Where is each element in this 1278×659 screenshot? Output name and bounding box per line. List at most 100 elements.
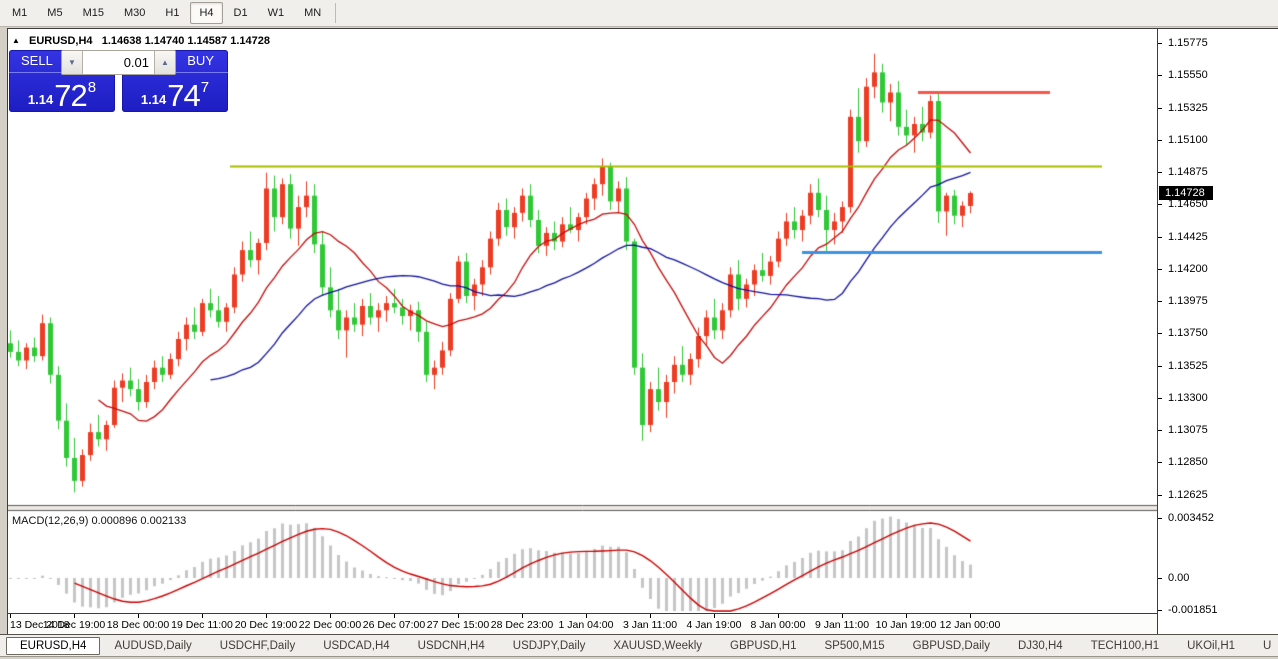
price-axis-tick <box>1158 397 1162 399</box>
plot-area: ▲ EURUSD,H4 1.14638 1.14740 1.14587 1.14… <box>8 29 1157 612</box>
price-axis-tick <box>1158 462 1162 464</box>
chart-tab-xauusd-weekly[interactable]: XAUUSD,Weekly <box>613 639 703 652</box>
timeframe-button-h1[interactable]: H1 <box>165 7 180 19</box>
price-chart-canvas[interactable] <box>8 29 1157 612</box>
chart-collapse-arrow-icon[interactable]: ▲ <box>12 36 20 45</box>
chart-window: ▲ EURUSD,H4 1.14638 1.14740 1.14587 1.14… <box>7 28 1278 634</box>
chart-tab-usdjpy-daily[interactable]: USDJPY,Daily <box>512 639 586 652</box>
price-axis-tick <box>1158 430 1162 431</box>
time-axis-tick <box>10 614 11 618</box>
timeframe-button-m15[interactable]: M15 <box>82 7 104 19</box>
indicator-label: MACD(12,26,9) 0.000896 0.002133 <box>12 515 187 527</box>
time-axis-label: 8 Jan 00:00 <box>750 619 806 631</box>
timeframe-button-m30[interactable]: M30 <box>123 7 146 19</box>
chart-tab-usdcad-h4[interactable]: USDCAD,H4 <box>323 639 390 652</box>
time-axis-label: 18 Dec 00:00 <box>106 619 170 631</box>
indicator-axis-label: 0.00 <box>1168 572 1190 584</box>
time-axis-tick <box>138 614 139 618</box>
time-axis-tick <box>842 614 843 618</box>
sell-price-prefix: 1.14 <box>27 92 54 107</box>
time-axis-label: 3 Jan 11:00 <box>622 619 678 631</box>
chart-tab-sp500-m15[interactable]: SP500,M15 <box>824 639 885 652</box>
time-axis-tick <box>330 614 331 618</box>
price-axis-label: 1.13975 <box>1168 295 1208 307</box>
time-axis-label: 27 Dec 15:00 <box>426 619 490 631</box>
time-axis-tick <box>970 614 971 618</box>
current-price-tag: 1.14728 <box>1159 186 1213 201</box>
price-axis-label: 1.15775 <box>1168 37 1208 49</box>
time-axis-label: 14 Dec 19:00 <box>42 619 106 631</box>
time-axis-tick <box>74 614 75 618</box>
buy-price: 1.14 74 7 <box>122 73 228 114</box>
chart-tab-audusd-daily[interactable]: AUDUSD,Daily <box>114 639 192 652</box>
price-axis-label: 1.15550 <box>1168 69 1208 82</box>
time-axis-label: 10 Jan 19:00 <box>875 619 937 631</box>
lot-increase-button[interactable]: ▲ <box>154 51 175 74</box>
price-axis-label: 1.12625 <box>1168 488 1208 501</box>
lot-decrease-button[interactable]: ▼ <box>62 51 83 74</box>
time-scale[interactable]: 13 Dec 2018 14 Dec 19:00 18 Dec 00:00 19 De… <box>8 613 1157 634</box>
toolbar-separator <box>335 3 337 23</box>
timeframe-button-m5[interactable]: M5 <box>47 7 63 19</box>
price-axis-tick <box>1158 75 1162 77</box>
price-axis-tick <box>1158 268 1162 270</box>
price-axis-tick <box>1158 333 1162 335</box>
sell-price-pip: 8 <box>87 79 97 96</box>
price-axis-tick <box>1158 107 1162 109</box>
indicator-axis-tick <box>1158 578 1162 579</box>
chart-symbol: EURUSD,H4 <box>28 35 93 47</box>
chart-tab-usdchf-daily[interactable]: USDCHF,Daily <box>219 639 296 652</box>
time-axis-label: 20 Dec 19:00 <box>234 619 298 631</box>
price-axis-tick <box>1158 204 1162 206</box>
buy-price-prefix: 1.14 <box>140 92 167 107</box>
chart-tab-dj30-h4[interactable]: DJ30,H4 <box>1017 639 1063 652</box>
time-axis-label: 19 Dec 11:00 <box>171 619 233 631</box>
chart-tab-usdcnh-h4[interactable]: USDCNH,H4 <box>417 639 485 652</box>
sell-price: 1.14 72 8 <box>9 73 115 114</box>
time-axis-label: 28 Dec 23:00 <box>490 619 554 631</box>
chart-tab-eurusd-h4[interactable]: EURUSD,H4 <box>6 636 101 655</box>
indicator-axis-label: -0.001851 <box>1168 604 1218 617</box>
lot-size-input[interactable] <box>83 51 154 74</box>
price-axis-tick <box>1158 494 1162 496</box>
chart-ohlc-values: 1.14638 1.14740 1.14587 1.14728 <box>101 35 270 47</box>
price-axis-label: 1.15325 <box>1168 101 1208 114</box>
chevron-up-icon: ▲ <box>161 58 169 67</box>
time-axis-tick <box>394 614 395 618</box>
chart-tab-u[interactable]: U <box>1263 639 1272 652</box>
price-axis-label: 1.13300 <box>1168 391 1208 404</box>
price-axis-label: 1.14650 <box>1168 198 1208 211</box>
time-axis-tick <box>586 614 587 618</box>
timeframe-button-h4[interactable]: H4 <box>190 2 223 24</box>
timeframe-button-w1[interactable]: W1 <box>267 7 285 19</box>
chart-tab-tech100-h1[interactable]: TECH100,H1 <box>1090 639 1160 652</box>
chart-tab-gbpusd-daily[interactable]: GBPUSD,Daily <box>912 639 990 652</box>
time-axis-label: 22 Dec 00:00 <box>298 619 362 631</box>
lot-size-stepper: ▼ ▲ <box>61 50 176 75</box>
time-axis-tick <box>650 614 651 618</box>
price-axis-tick <box>1158 172 1162 173</box>
chevron-down-icon: ▼ <box>68 58 76 67</box>
buy-price-pip: 7 <box>200 79 210 96</box>
chart-tab-gbpusd-h1[interactable]: GBPUSD,H1 <box>730 639 797 652</box>
price-axis-label: 1.12850 <box>1168 456 1208 469</box>
timeframe-button-d1[interactable]: D1 <box>233 7 248 19</box>
price-scale[interactable]: 1.15775 1.15550 1.15325 1.15100 1.14875 1.146… <box>1157 29 1278 634</box>
timeframe-button-m1[interactable]: M1 <box>12 7 28 19</box>
time-axis-label: 4 Jan 19:00 <box>686 619 742 631</box>
price-axis-label: 1.13075 <box>1168 424 1208 436</box>
chart-tab-ukoil-h1[interactable]: UKOil,H1 <box>1187 639 1236 652</box>
indicator-axis-label: 0.003452 <box>1168 512 1214 524</box>
time-axis-tick <box>906 614 907 618</box>
sell-price-big: 72 <box>54 78 87 113</box>
price-axis-tick <box>1158 139 1162 141</box>
chart-title: ▲ EURUSD,H4 1.14638 1.14740 1.14587 1.14… <box>12 35 270 47</box>
price-axis-label: 1.13525 <box>1168 359 1208 372</box>
price-axis-label: 1.13750 <box>1168 327 1208 340</box>
price-axis-tick <box>1158 236 1162 238</box>
timeframe-toolbar: M1 M5 M15 M30 H1 H4 D1 W1 MN <box>0 0 1278 27</box>
price-axis-label: 1.14875 <box>1168 166 1208 178</box>
time-axis-label: 1 Jan 04:00 <box>558 619 614 631</box>
timeframe-button-mn[interactable]: MN <box>304 7 322 19</box>
time-axis-label: 9 Jan 11:00 <box>814 619 870 631</box>
